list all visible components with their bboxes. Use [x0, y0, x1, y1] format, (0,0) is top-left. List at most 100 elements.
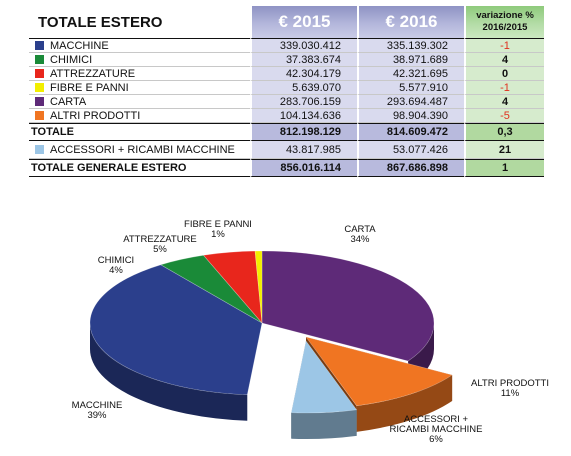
table-row: TOTALE 812.198.129 814.609.472 0,3 — [29, 123, 544, 141]
pie-label-line: 6% — [429, 434, 443, 445]
value-2015: 283.706.159 — [250, 95, 357, 109]
pie-slice-carta — [261, 250, 435, 362]
pie-label-line: 1% — [211, 229, 225, 240]
value-2015: 856.016.114 — [250, 159, 357, 177]
pie-slice-side — [90, 323, 248, 421]
legend-swatch — [35, 68, 44, 78]
table-header-row: TOTALE ESTERO € 2015 € 2016 variazione %… — [29, 6, 544, 39]
row-label: CHIMICI — [50, 53, 93, 66]
pie-label-line: 11% — [501, 388, 520, 399]
variation-value: 1 — [464, 159, 544, 177]
pie-label: ATTREZZATURE 5% — [123, 234, 197, 255]
variation-header-line2: 2016/2015 — [482, 22, 528, 33]
value-2016: 293.694.487 — [357, 95, 464, 109]
value-2015: 339.030.412 — [250, 39, 357, 53]
table-row: CARTA 283.706.159 293.694.487 4 — [29, 95, 544, 109]
pie-slice-fibre-e-panni — [254, 250, 263, 324]
pie-slice-attrezzature — [202, 250, 263, 324]
pie-label: CHIMICI 4% — [98, 255, 134, 276]
row-label-cell: TOTALE GENERALE ESTERO — [29, 159, 250, 177]
pie-label-line: CARTA — [344, 224, 376, 235]
pie-label-line: MACCHINE — [72, 400, 123, 411]
value-2015: 104.134.636 — [250, 109, 357, 123]
export-table-grid: TOTALE ESTERO € 2015 € 2016 variazione %… — [29, 6, 544, 177]
legend-swatch — [35, 54, 44, 64]
pie-slice-accessori-ricambi-macchine — [290, 340, 358, 414]
variation-value: -5 — [464, 109, 544, 123]
pie-top-layer — [89, 250, 453, 414]
row-label-cell: ALTRI PRODOTTI — [29, 109, 250, 123]
pie-label-line: FIBRE E PANNI — [184, 219, 252, 230]
pie-label-line: CHIMICI — [98, 255, 134, 266]
variation-value: 0,3 — [464, 123, 544, 141]
row-label-cell: CARTA — [29, 95, 250, 109]
pie-label: CARTA 34% — [344, 224, 376, 245]
value-2016: 335.139.302 — [357, 39, 464, 53]
legend-swatch — [35, 144, 44, 154]
pie-slice-side — [356, 374, 453, 432]
pie-label-line: 5% — [153, 244, 167, 255]
legend-swatch — [35, 82, 44, 92]
table-row: ATTREZZATURE 42.304.179 42.321.695 0 — [29, 67, 544, 81]
row-label: ALTRI PRODOTTI — [50, 109, 141, 122]
row-label: TOTALE — [31, 126, 74, 138]
row-label: FIBRE E PANNI — [50, 81, 129, 94]
pie-label: FIBRE E PANNI 1% — [184, 219, 252, 240]
pie-slice-altri-prodotti — [305, 336, 453, 407]
table-row: ALTRI PRODOTTI 104.134.636 98.904.390 -5 — [29, 109, 544, 123]
pie-label-line: 4% — [109, 265, 123, 276]
legend-swatch — [35, 110, 44, 120]
value-2015: 37.383.674 — [250, 53, 357, 67]
row-label: CARTA — [50, 95, 87, 108]
value-2016: 98.904.390 — [357, 109, 464, 123]
pie-label-line: ALTRI PRODOTTI — [471, 378, 549, 389]
value-2016: 5.577.910 — [357, 81, 464, 95]
table-row: FIBRE E PANNI 5.639.070 5.577.910 -1 — [29, 81, 544, 95]
variation-value: 0 — [464, 67, 544, 81]
row-label-cell: CHIMICI — [29, 53, 250, 67]
row-label: MACCHINE — [50, 39, 109, 52]
variation-value: 21 — [464, 141, 544, 159]
pie-label: ALTRI PRODOTTI 11% — [471, 378, 549, 399]
pie-label-line: 34% — [350, 234, 370, 245]
pie-label: MACCHINE 39% — [72, 400, 123, 421]
table-row: ACCESSORI + RICAMBI MACCHINE 43.817.985 53… — [29, 141, 544, 159]
pie-label-line: ACCESSORI + — [404, 414, 469, 425]
pie-label: ACCESSORI + RICAMBI MACCHINE 6% — [390, 414, 483, 445]
table-title: TOTALE ESTERO — [29, 6, 250, 39]
legend-swatch — [35, 40, 44, 50]
variation-header-line1: variazione % — [476, 10, 534, 21]
value-2015: 812.198.129 — [250, 123, 357, 141]
value-2016: 42.321.695 — [357, 67, 464, 81]
column-header-variation: variazione % 2016/2015 — [464, 6, 544, 39]
value-2015: 42.304.179 — [250, 67, 357, 81]
variation-value: 4 — [464, 95, 544, 109]
column-header-2016: € 2016 — [357, 6, 464, 39]
row-label-cell: ACCESSORI + RICAMBI MACCHINE — [29, 141, 250, 159]
pie-label-line: RICAMBI MACCHINE — [390, 424, 483, 435]
value-2016: 53.077.426 — [357, 141, 464, 159]
value-2016: 867.686.898 — [357, 159, 464, 177]
pie-slice-chimici — [160, 254, 263, 324]
pie-label-line: ATTREZZATURE — [123, 234, 197, 245]
pie-slice-side — [291, 409, 357, 439]
variation-value: -1 — [464, 81, 544, 95]
variation-value: -1 — [464, 39, 544, 53]
export-table: TOTALE ESTERO € 2015 € 2016 variazione %… — [29, 6, 544, 177]
row-label: ATTREZZATURE — [50, 67, 136, 80]
pie-label-line: 39% — [87, 410, 107, 421]
value-2016: 38.971.689 — [357, 53, 464, 67]
pie-slice-macchine — [89, 264, 263, 396]
row-label: ACCESSORI + RICAMBI MACCHINE — [50, 143, 235, 156]
variation-value: 4 — [464, 53, 544, 67]
value-2015: 43.817.985 — [250, 141, 357, 159]
pie-labels: CARTA 34% ALTRI PRODOTTI 11% ACCESSORI + RICA… — [72, 219, 549, 445]
row-label-cell: TOTALE — [29, 123, 250, 141]
row-label: TOTALE GENERALE ESTERO — [31, 162, 187, 174]
row-label-cell: ATTREZZATURE — [29, 67, 250, 81]
table-row: CHIMICI 37.383.674 38.971.689 4 — [29, 53, 544, 67]
legend-swatch — [35, 96, 44, 106]
value-2015: 5.639.070 — [250, 81, 357, 95]
table-row: TOTALE GENERALE ESTERO 856.016.114 867.686… — [29, 159, 544, 177]
